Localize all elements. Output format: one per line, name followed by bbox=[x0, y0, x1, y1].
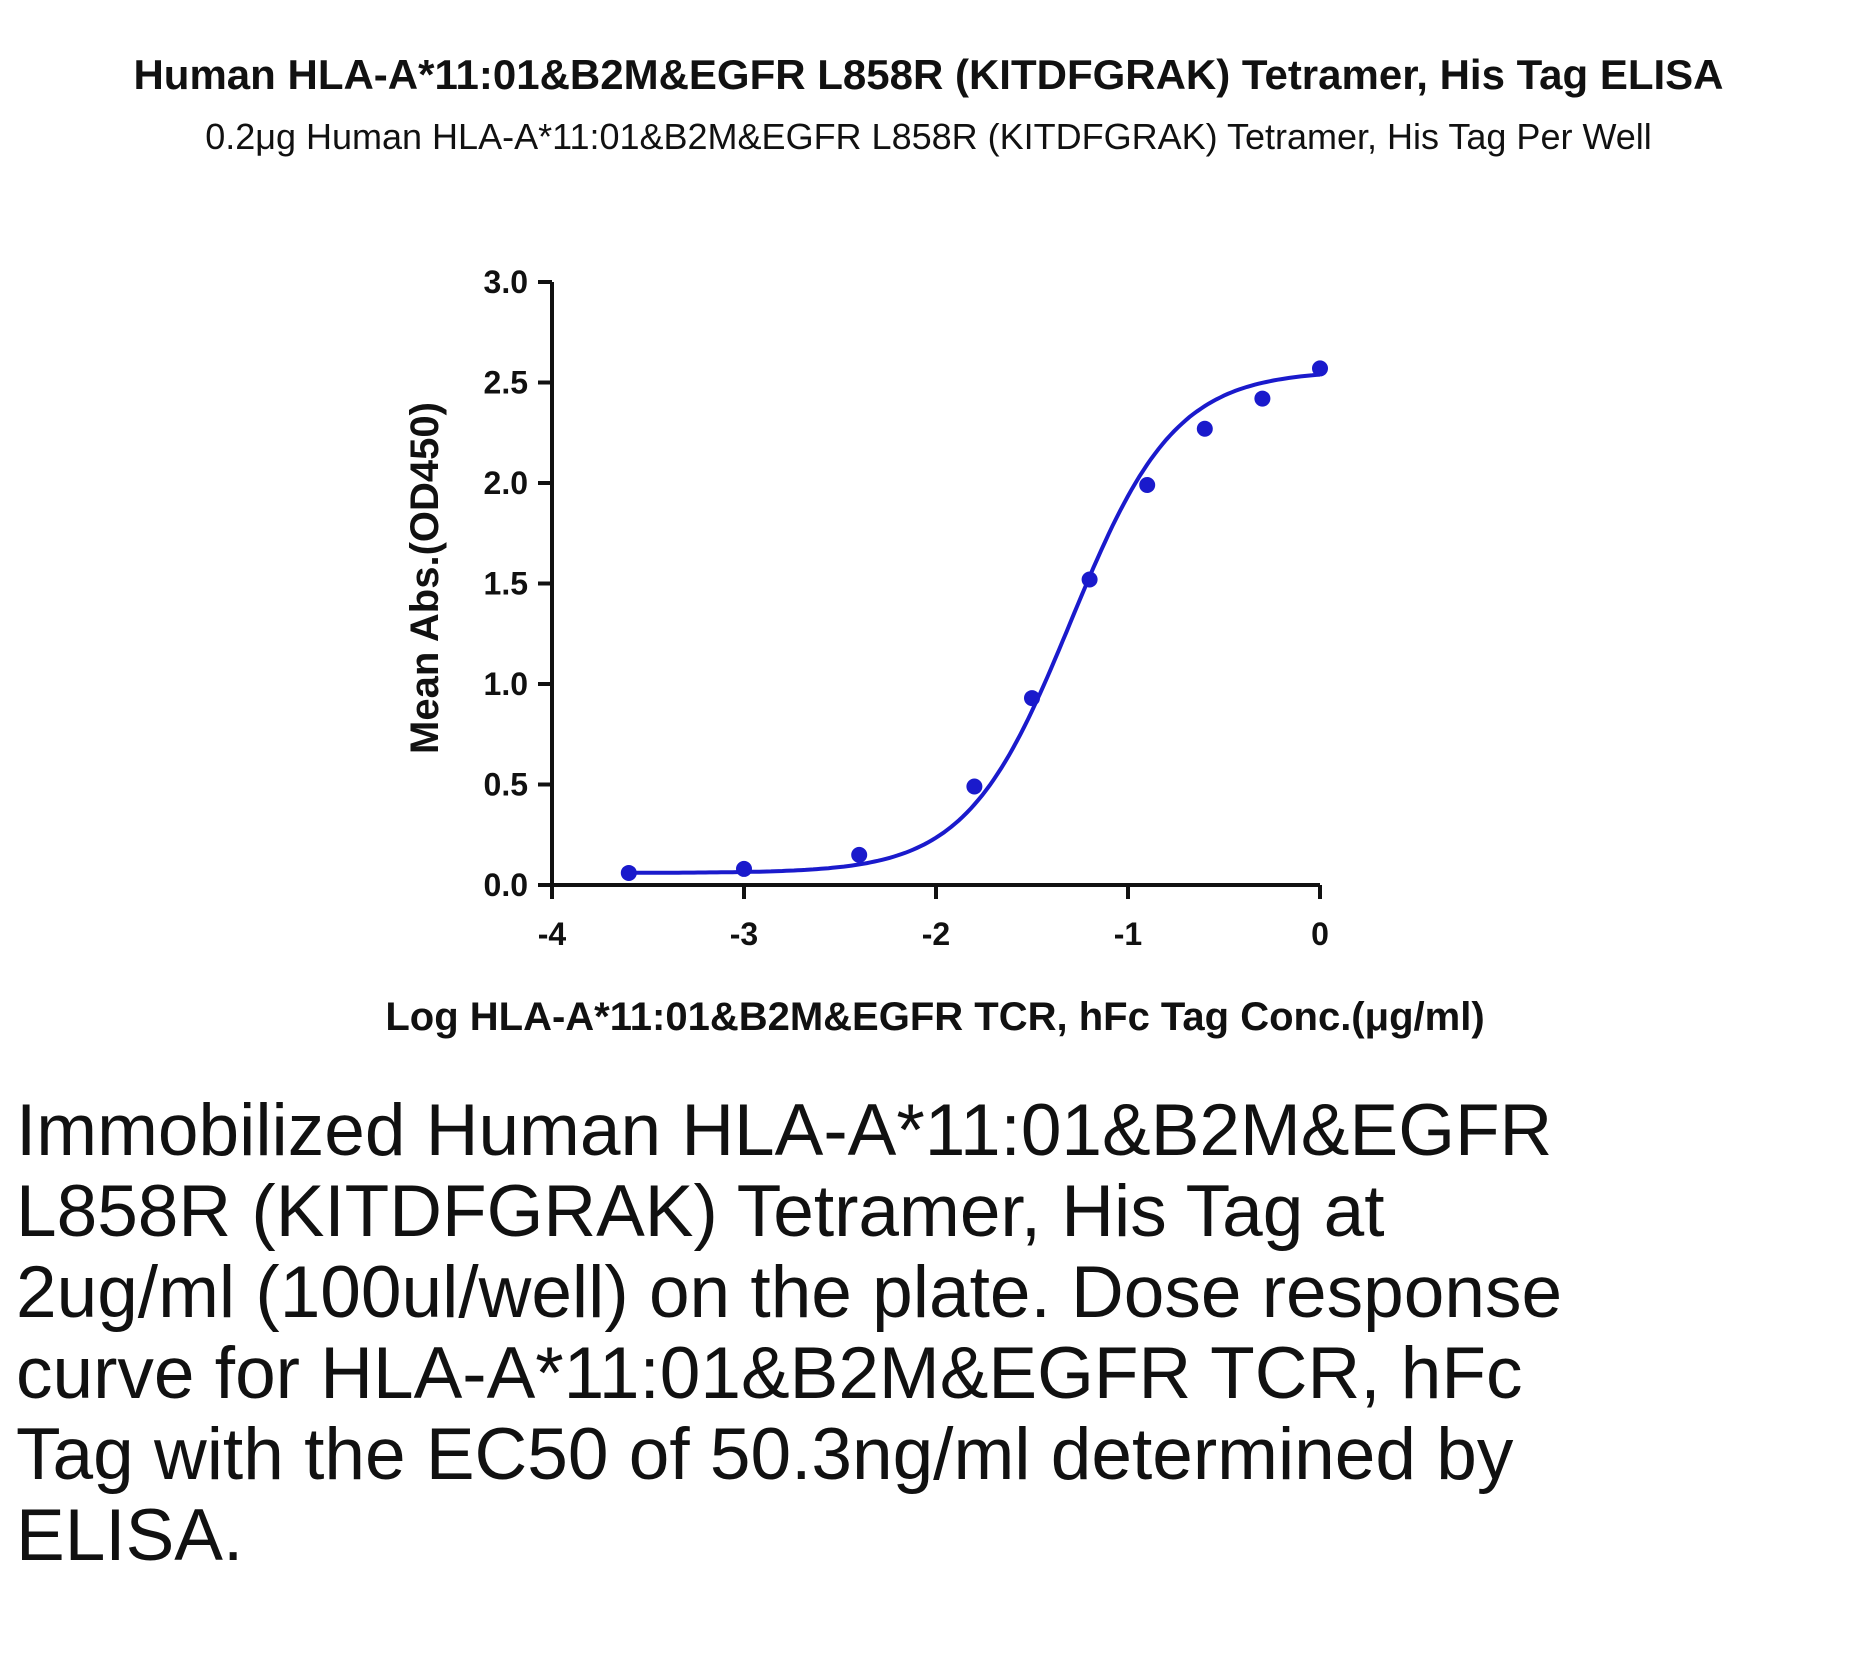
x-tick-label: -3 bbox=[730, 916, 758, 952]
y-tick-label: 1.0 bbox=[484, 666, 528, 702]
y-tick-label: 0.0 bbox=[484, 867, 528, 903]
data-point bbox=[851, 846, 868, 863]
data-point bbox=[736, 860, 752, 877]
axes: 0.0 0.5 1.0 1.5 2.0 2.5 3.0 -4 -3 -2 -1 0 bbox=[484, 264, 1329, 952]
y-tick-label: 2.5 bbox=[484, 365, 528, 401]
data-points bbox=[620, 360, 1328, 881]
x-tick-label: 0 bbox=[1311, 916, 1329, 952]
y-tick-label: 1.5 bbox=[484, 566, 528, 602]
data-point bbox=[1139, 477, 1156, 494]
y-tick-label: 2.0 bbox=[484, 465, 528, 501]
y-tick-label: 3.0 bbox=[484, 264, 528, 300]
figure-caption: Immobilized Human HLA-A*11:01&B2M&EGFR L… bbox=[16, 1090, 1563, 1576]
x-tick-label: -1 bbox=[1114, 916, 1142, 952]
data-point bbox=[1196, 420, 1213, 437]
data-point bbox=[620, 864, 637, 881]
elisa-dose-response-chart: 0.0 0.5 1.0 1.5 2.0 2.5 3.0 -4 -3 -2 -1 0 Mean Abs.… bbox=[385, 264, 1484, 1039]
x-tick-label: -2 bbox=[922, 916, 950, 952]
chart-subtitle: 0.2μg Human HLA-A*11:01&B2M&EGFR L858R (… bbox=[205, 116, 1652, 157]
data-point bbox=[1081, 571, 1098, 588]
y-tick-label: 0.5 bbox=[484, 767, 528, 803]
data-point bbox=[1254, 390, 1271, 407]
data-point bbox=[966, 778, 983, 795]
data-point bbox=[1024, 690, 1040, 707]
fit-curve-line bbox=[628, 372, 1321, 875]
y-axis-label: Mean Abs.(OD450) bbox=[403, 402, 447, 754]
x-axis-label: Log HLA-A*11:01&B2M&EGFR TCR, hFc Tag Co… bbox=[385, 995, 1484, 1039]
chart-title: Human HLA-A*11:01&B2M&EGFR L858R (KITDFG… bbox=[133, 51, 1724, 98]
data-point bbox=[1312, 360, 1328, 377]
x-tick-label: -4 bbox=[538, 916, 567, 952]
